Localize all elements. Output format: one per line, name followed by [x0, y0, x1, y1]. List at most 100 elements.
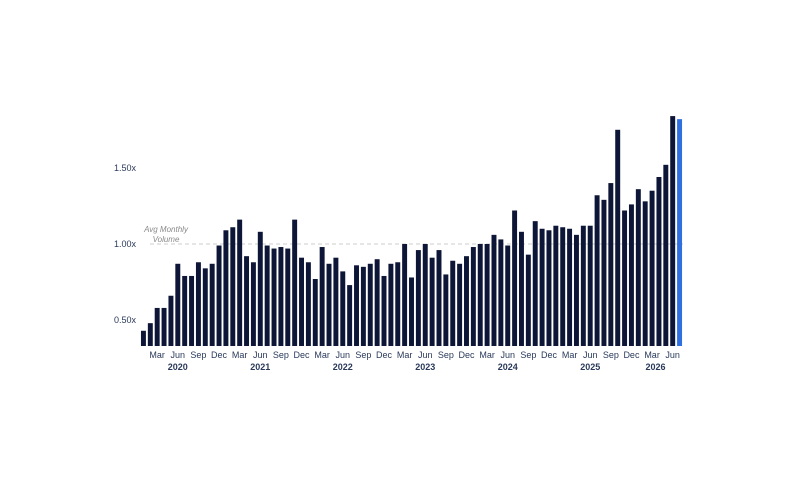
x-tick-month-label: Sep	[520, 350, 536, 360]
bar	[388, 263, 394, 346]
bar	[367, 263, 373, 346]
x-tick-month-label: Dec	[458, 350, 475, 360]
bar	[154, 307, 160, 346]
x-tick-month-label: Mar	[479, 350, 495, 360]
x-tick-year-label: 2024	[498, 362, 518, 372]
bar-current-month	[677, 119, 683, 346]
bar	[532, 221, 538, 346]
x-tick-month-label: Dec	[376, 350, 393, 360]
y-tick-label: 1.50x	[114, 163, 137, 173]
bar	[333, 257, 339, 346]
x-tick-month-label: Mar	[232, 350, 248, 360]
x-tick-month-label: Mar	[562, 350, 578, 360]
x-tick-year-label: 2025	[580, 362, 600, 372]
bar	[491, 234, 497, 346]
bar	[580, 225, 586, 346]
bar	[622, 210, 628, 346]
bar	[519, 231, 524, 346]
x-tick-month-label: Mar	[644, 350, 660, 360]
bar	[450, 260, 456, 346]
bar	[216, 245, 222, 346]
bar	[470, 247, 476, 346]
x-tick-month-label: Jun	[418, 350, 433, 360]
bar	[147, 323, 153, 346]
bar	[319, 247, 325, 346]
x-tick-month-label: Jun	[171, 350, 186, 360]
bar	[395, 262, 401, 346]
bar	[250, 262, 256, 346]
bar	[443, 274, 449, 346]
bar	[312, 279, 318, 346]
x-tick-month-label: Jun	[336, 350, 351, 360]
bar	[374, 259, 380, 346]
bar	[244, 256, 250, 346]
y-axis: 0.50x 1.00x 1.50x	[114, 163, 137, 325]
bar	[189, 275, 195, 346]
x-tick-month-label: Sep	[355, 350, 371, 360]
bar	[539, 228, 545, 346]
bar	[512, 210, 518, 346]
bar	[230, 227, 236, 346]
bar	[601, 199, 607, 346]
bar	[422, 243, 428, 346]
bar	[285, 248, 291, 346]
bar	[381, 275, 387, 346]
bar	[140, 330, 146, 346]
x-tick-year-label: 2026	[645, 362, 665, 372]
bar	[594, 195, 600, 346]
bar	[168, 295, 174, 346]
y-tick-label: 1.00x	[114, 239, 137, 249]
bar	[271, 248, 277, 346]
x-tick-month-label: Dec	[294, 350, 311, 360]
x-tick-year-label: 2023	[415, 362, 435, 372]
bar	[546, 230, 552, 346]
x-tick-month-label: Sep	[190, 350, 206, 360]
bar	[567, 228, 573, 346]
bar	[182, 275, 188, 346]
bar	[573, 234, 579, 346]
bar	[175, 263, 181, 346]
x-tick-month-label: Sep	[273, 350, 289, 360]
ref-line-label-line2: Volume	[153, 235, 180, 244]
x-tick-month-label: Jun	[583, 350, 598, 360]
bar	[498, 239, 504, 346]
bar	[402, 243, 408, 346]
bar	[278, 247, 284, 346]
bar-series	[140, 116, 683, 346]
bar	[299, 257, 304, 346]
bar	[347, 285, 353, 346]
bar	[161, 307, 167, 346]
bar	[670, 116, 676, 346]
bar	[429, 257, 435, 346]
bar	[635, 189, 641, 346]
x-tick-month-label: Sep	[603, 350, 619, 360]
x-tick-year-label: 2020	[168, 362, 188, 372]
x-tick-month-label: Dec	[623, 350, 640, 360]
x-tick-month-label: Mar	[149, 350, 165, 360]
bar	[415, 250, 421, 346]
bar	[608, 183, 614, 346]
bar	[587, 225, 593, 346]
bar	[305, 262, 311, 346]
bar	[195, 262, 201, 346]
x-tick-year-label: 2021	[250, 362, 270, 372]
x-tick-year-label: 2022	[333, 362, 353, 372]
x-tick-month-label: Mar	[314, 350, 330, 360]
x-tick-month-label: Jun	[665, 350, 680, 360]
bar	[326, 263, 332, 346]
bar	[354, 265, 359, 346]
x-tick-month-label: Jun	[500, 350, 515, 360]
bar	[656, 176, 662, 346]
bar	[505, 245, 511, 346]
bar	[615, 129, 621, 346]
bar	[553, 225, 559, 346]
bar	[649, 190, 655, 346]
bar	[237, 219, 243, 346]
y-tick-label: 0.50x	[114, 315, 137, 325]
bar	[257, 231, 263, 346]
bar	[209, 263, 215, 346]
x-axis: Mar Jun Sep Dec Mar Jun Sep Dec Mar Jun Sep Dec Mar J…	[149, 350, 680, 372]
x-tick-month-label: Dec	[541, 350, 558, 360]
bar	[457, 263, 463, 346]
